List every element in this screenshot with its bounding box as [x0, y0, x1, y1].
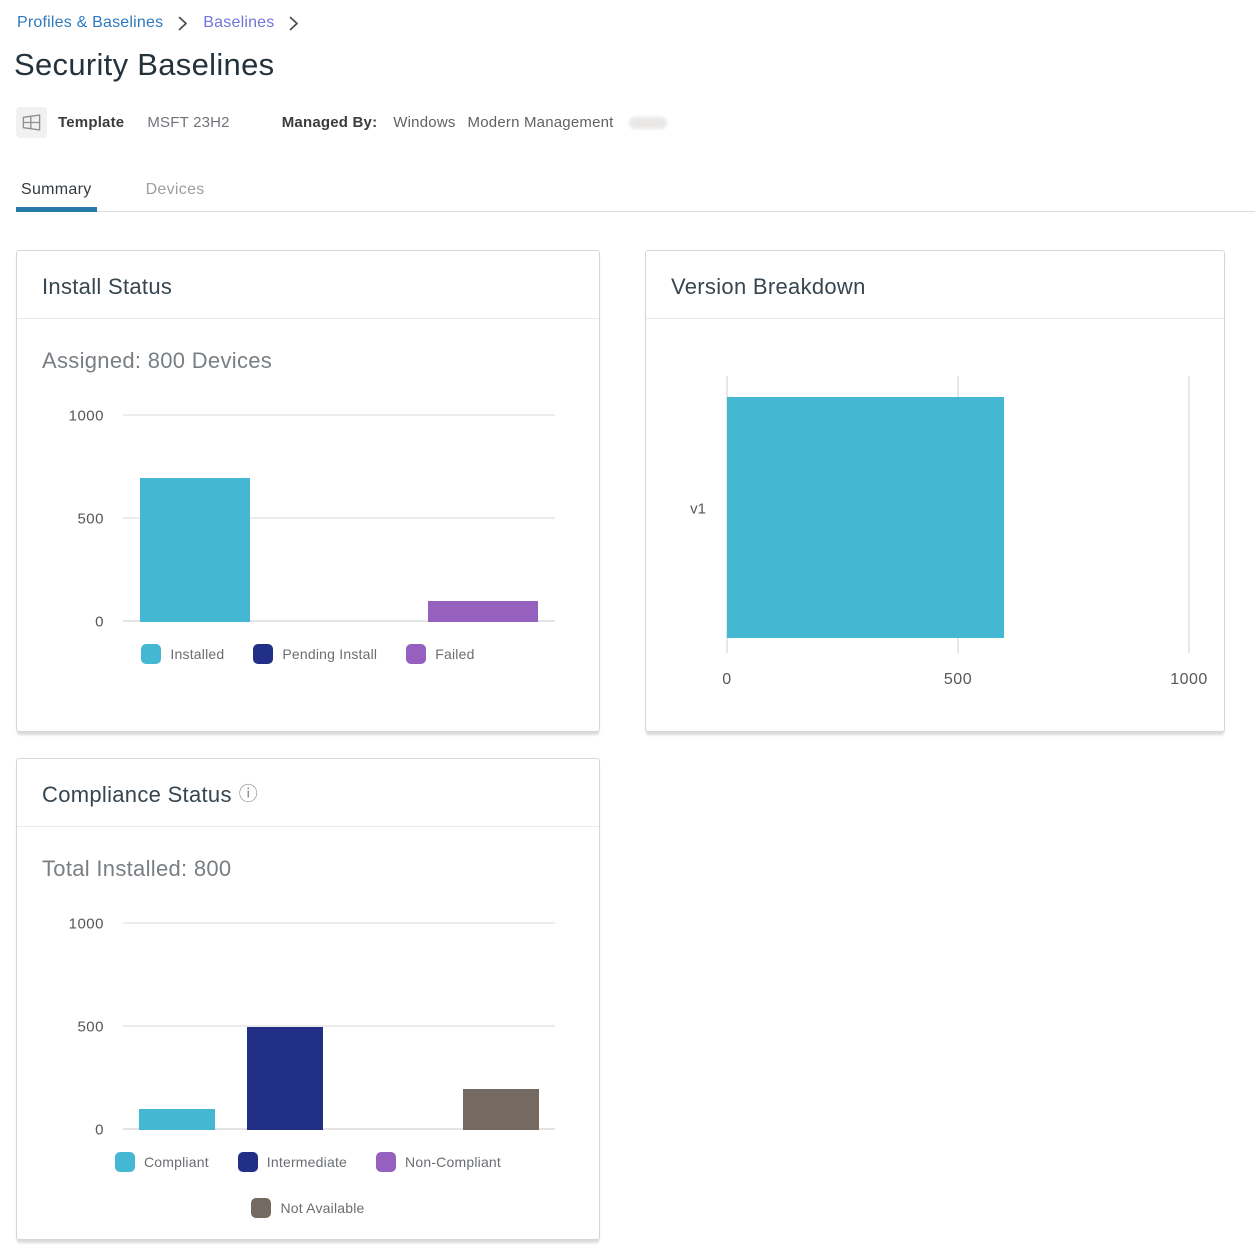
y-axis-tick-label: 500 [77, 510, 104, 528]
breadcrumb: Profiles & Baselines Baselines [17, 14, 299, 32]
bar-slots [123, 924, 555, 1130]
category-label-v1: v1 [690, 500, 706, 517]
total-installed-text: Total Installed: 800 [42, 856, 232, 881]
tab-summary[interactable]: Summary [16, 181, 97, 212]
page-title: Security Baselines [14, 47, 275, 82]
legend-label-failed: Failed [435, 646, 475, 662]
gridline [123, 414, 555, 416]
compliance-status-legend: Compliant Intermediate Non-Compliant Not Av… [17, 1152, 599, 1218]
managed-by-label: Managed By: [281, 114, 378, 131]
y-axis-tick-label: 0 [95, 613, 104, 631]
managed-by-platform: Windows [393, 114, 456, 131]
legend-item-installed[interactable]: Installed [141, 644, 224, 664]
legend-label-compliant: Compliant [143, 1154, 209, 1170]
template-value: MSFT 23H2 [147, 114, 230, 131]
bar-compliant[interactable] [139, 1109, 215, 1130]
install-status-card-header: Install Status [17, 251, 599, 319]
legend-label-pending-install: Pending Install [282, 646, 378, 662]
legend-swatch-pending-install [253, 644, 274, 664]
x-axis-tick-label: 500 [943, 671, 973, 688]
gridline [123, 922, 555, 924]
compliance-status-card-header: Compliance Status ⓘ [17, 759, 599, 827]
install-status-card: Install Status Assigned: 800 Devices 0 50… [16, 250, 600, 732]
compliance-status-card: Compliance Status ⓘ Total Installed: 800… [16, 758, 600, 1240]
y-axis-tick-label: 1000 [68, 915, 104, 933]
bar-intermediate[interactable] [247, 1027, 323, 1130]
legend-item-non-compliant[interactable]: Non-Compliant [376, 1152, 501, 1172]
bar-slot-intermediate [231, 924, 339, 1130]
redacted-text [628, 116, 667, 129]
legend-item-failed[interactable]: Failed [406, 644, 474, 664]
gridline [123, 1128, 555, 1130]
version-breakdown-card-header: Version Breakdown [646, 251, 1224, 319]
card-title-version-breakdown: Version Breakdown [671, 273, 866, 299]
tab-devices[interactable]: Devices [145, 181, 205, 198]
version-breakdown-chart: 0 500 1000 v1 [690, 376, 1207, 688]
legend-swatch-intermediate [237, 1152, 258, 1172]
legend-swatch-installed [141, 644, 162, 664]
bar-slot-installed [123, 416, 267, 622]
bar-slot-compliant [123, 924, 231, 1130]
x-axis-tick-label: 0 [722, 671, 732, 688]
bar-failed[interactable] [428, 601, 538, 622]
managed-by-group: Modern Management [467, 114, 614, 131]
gridline [123, 620, 555, 622]
legend-label-non-compliant: Non-Compliant [405, 1154, 502, 1170]
tab-bar: Summary Devices [16, 181, 1255, 212]
legend-label-not-available: Not Available [280, 1200, 365, 1216]
card-title-compliance-status: Compliance Status [42, 781, 232, 807]
legend-row: Installed Pending Install Failed [141, 644, 474, 664]
x-axis-tick-label: 1000 [1170, 671, 1208, 688]
legend-swatch-compliant [114, 1152, 135, 1172]
install-status-card-body: Assigned: 800 Devices 0 500 1000 Installed… [17, 348, 599, 664]
legend-label-intermediate: Intermediate [266, 1154, 348, 1170]
meta-bar: Template MSFT 23H2 Managed By: Windows M… [16, 107, 667, 138]
legend-item-not-available[interactable]: Not Available [251, 1198, 364, 1218]
legend-item-compliant[interactable]: Compliant [114, 1152, 209, 1172]
bar-slot-failed [411, 416, 555, 622]
gridline [1188, 376, 1190, 653]
breadcrumb-link-baselines[interactable]: Baselines [203, 14, 275, 31]
compliance-status-chart: 0 500 1000 [69, 917, 555, 1138]
gridline [123, 517, 555, 519]
bar-slot-non-compliant [339, 924, 447, 1130]
y-axis-tick-label: 500 [77, 1018, 104, 1036]
install-status-chart: 0 500 1000 [69, 409, 555, 630]
template-label: Template [58, 114, 125, 131]
bar-slot-not-available [447, 924, 555, 1130]
bar-slot-pending-install [267, 416, 411, 622]
y-axis-tick-label: 1000 [68, 407, 104, 425]
bar-not-available[interactable] [463, 1088, 539, 1130]
windows-logo-icon [16, 107, 47, 138]
bar-installed[interactable] [140, 477, 250, 622]
gridline [123, 1025, 555, 1027]
legend-swatch-non-compliant [376, 1152, 397, 1172]
legend-label-installed: Installed [170, 646, 225, 662]
breadcrumb-link-profiles-baselines[interactable]: Profiles & Baselines [17, 14, 164, 31]
chevron-right-icon [290, 16, 299, 30]
legend-item-pending-install[interactable]: Pending Install [253, 644, 377, 664]
legend-swatch-failed [406, 644, 427, 664]
legend-row: Compliant Intermediate Non-Compliant [114, 1152, 501, 1172]
chevron-right-icon [178, 16, 188, 30]
bar-slots [123, 416, 555, 622]
legend-swatch-not-available [251, 1198, 272, 1218]
legend-row: Not Available [251, 1198, 364, 1218]
assigned-devices-text: Assigned: 800 Devices [42, 348, 273, 373]
legend-item-intermediate[interactable]: Intermediate [237, 1152, 348, 1172]
version-breakdown-card-body: 0 500 1000 v1 [646, 376, 1224, 688]
card-title-install-status: Install Status [42, 273, 173, 299]
info-icon[interactable]: ⓘ [238, 784, 258, 805]
y-axis-tick-label: 0 [95, 1121, 104, 1139]
compliance-status-card-body: Total Installed: 800 0 500 1000 Compliant I… [17, 856, 599, 1218]
bar-v1[interactable] [727, 397, 1005, 638]
version-breakdown-card: Version Breakdown 0 500 1000 v1 [645, 250, 1225, 732]
install-status-legend: Installed Pending Install Failed [17, 644, 599, 664]
